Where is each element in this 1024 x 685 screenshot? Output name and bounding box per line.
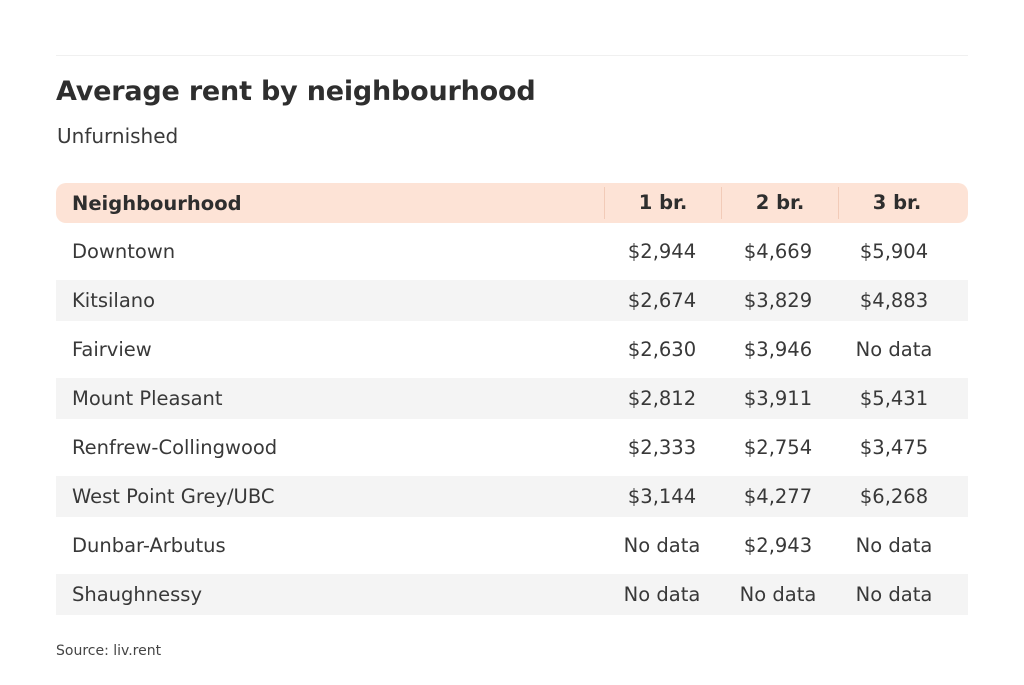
neighbourhood-cell: Downtown [72, 240, 176, 263]
rent-3br-cell: No data [855, 534, 933, 557]
rent-3br-cell: $3,475 [859, 436, 929, 459]
neighbourhood-cell: Renfrew-Collingwood [72, 436, 278, 459]
rent-2br-cell: $3,946 [743, 338, 813, 361]
rent-2br-cell: $3,829 [743, 289, 813, 312]
rent-1br-cell: $2,944 [627, 240, 697, 263]
rent-3br-cell: $4,883 [859, 289, 929, 312]
header-3br: 3 br. [838, 187, 955, 219]
header-1br: 1 br. [604, 187, 721, 219]
rent-2br-cell: $2,754 [743, 436, 813, 459]
neighbourhood-cell: Mount Pleasant [72, 387, 223, 410]
table-row: Mount Pleasant $2,812 $3,911 $5,431 [56, 378, 968, 419]
table-row: Downtown $2,944 $4,669 $5,904 [56, 231, 968, 272]
rent-2br-cell: $4,669 [743, 240, 813, 263]
page-title: Average rent by neighbourhood [56, 76, 536, 107]
rent-1br-cell: $2,630 [627, 338, 697, 361]
rent-table: Neighbourhood 1 br. 2 br. 3 br. Downtown… [56, 183, 968, 615]
neighbourhood-cell: Kitsilano [72, 289, 156, 312]
table-row: Renfrew-Collingwood $2,333 $2,754 $3,475 [56, 427, 968, 468]
rent-2br-cell: $3,911 [743, 387, 813, 410]
table-row: Shaughnessy No data No data No data [56, 574, 968, 615]
table-row: Fairview $2,630 $3,946 No data [56, 329, 968, 370]
rent-3br-cell: $6,268 [859, 485, 929, 508]
page-subtitle: Unfurnished [57, 124, 179, 148]
rent-2br-cell: $4,277 [743, 485, 813, 508]
neighbourhood-cell: West Point Grey/UBC [72, 485, 275, 508]
rent-1br-cell: $2,674 [627, 289, 697, 312]
top-divider [56, 55, 968, 56]
table-row: Kitsilano $2,674 $3,829 $4,883 [56, 280, 968, 321]
rent-1br-cell: $2,812 [627, 387, 697, 410]
neighbourhood-cell: Shaughnessy [72, 583, 202, 606]
neighbourhood-cell: Dunbar-Arbutus [72, 534, 226, 557]
table-row: West Point Grey/UBC $3,144 $4,277 $6,268 [56, 476, 968, 517]
neighbourhood-cell: Fairview [72, 338, 152, 361]
rent-2br-cell: $2,943 [743, 534, 813, 557]
rent-1br-cell: No data [623, 534, 701, 557]
rent-1br-cell: $3,144 [627, 485, 697, 508]
rent-3br-cell: No data [855, 338, 933, 361]
rent-3br-cell: No data [855, 583, 933, 606]
header-neighbourhood: Neighbourhood [72, 191, 242, 215]
rent-1br-cell: $2,333 [627, 436, 697, 459]
rent-1br-cell: No data [623, 583, 701, 606]
rent-3br-cell: $5,904 [859, 240, 929, 263]
header-2br: 2 br. [721, 187, 838, 219]
rent-3br-cell: $5,431 [859, 387, 929, 410]
table-row: Dunbar-Arbutus No data $2,943 No data [56, 525, 968, 566]
table-header: Neighbourhood 1 br. 2 br. 3 br. [56, 183, 968, 223]
rent-2br-cell: No data [739, 583, 817, 606]
source-note: Source: liv.rent [56, 643, 162, 659]
